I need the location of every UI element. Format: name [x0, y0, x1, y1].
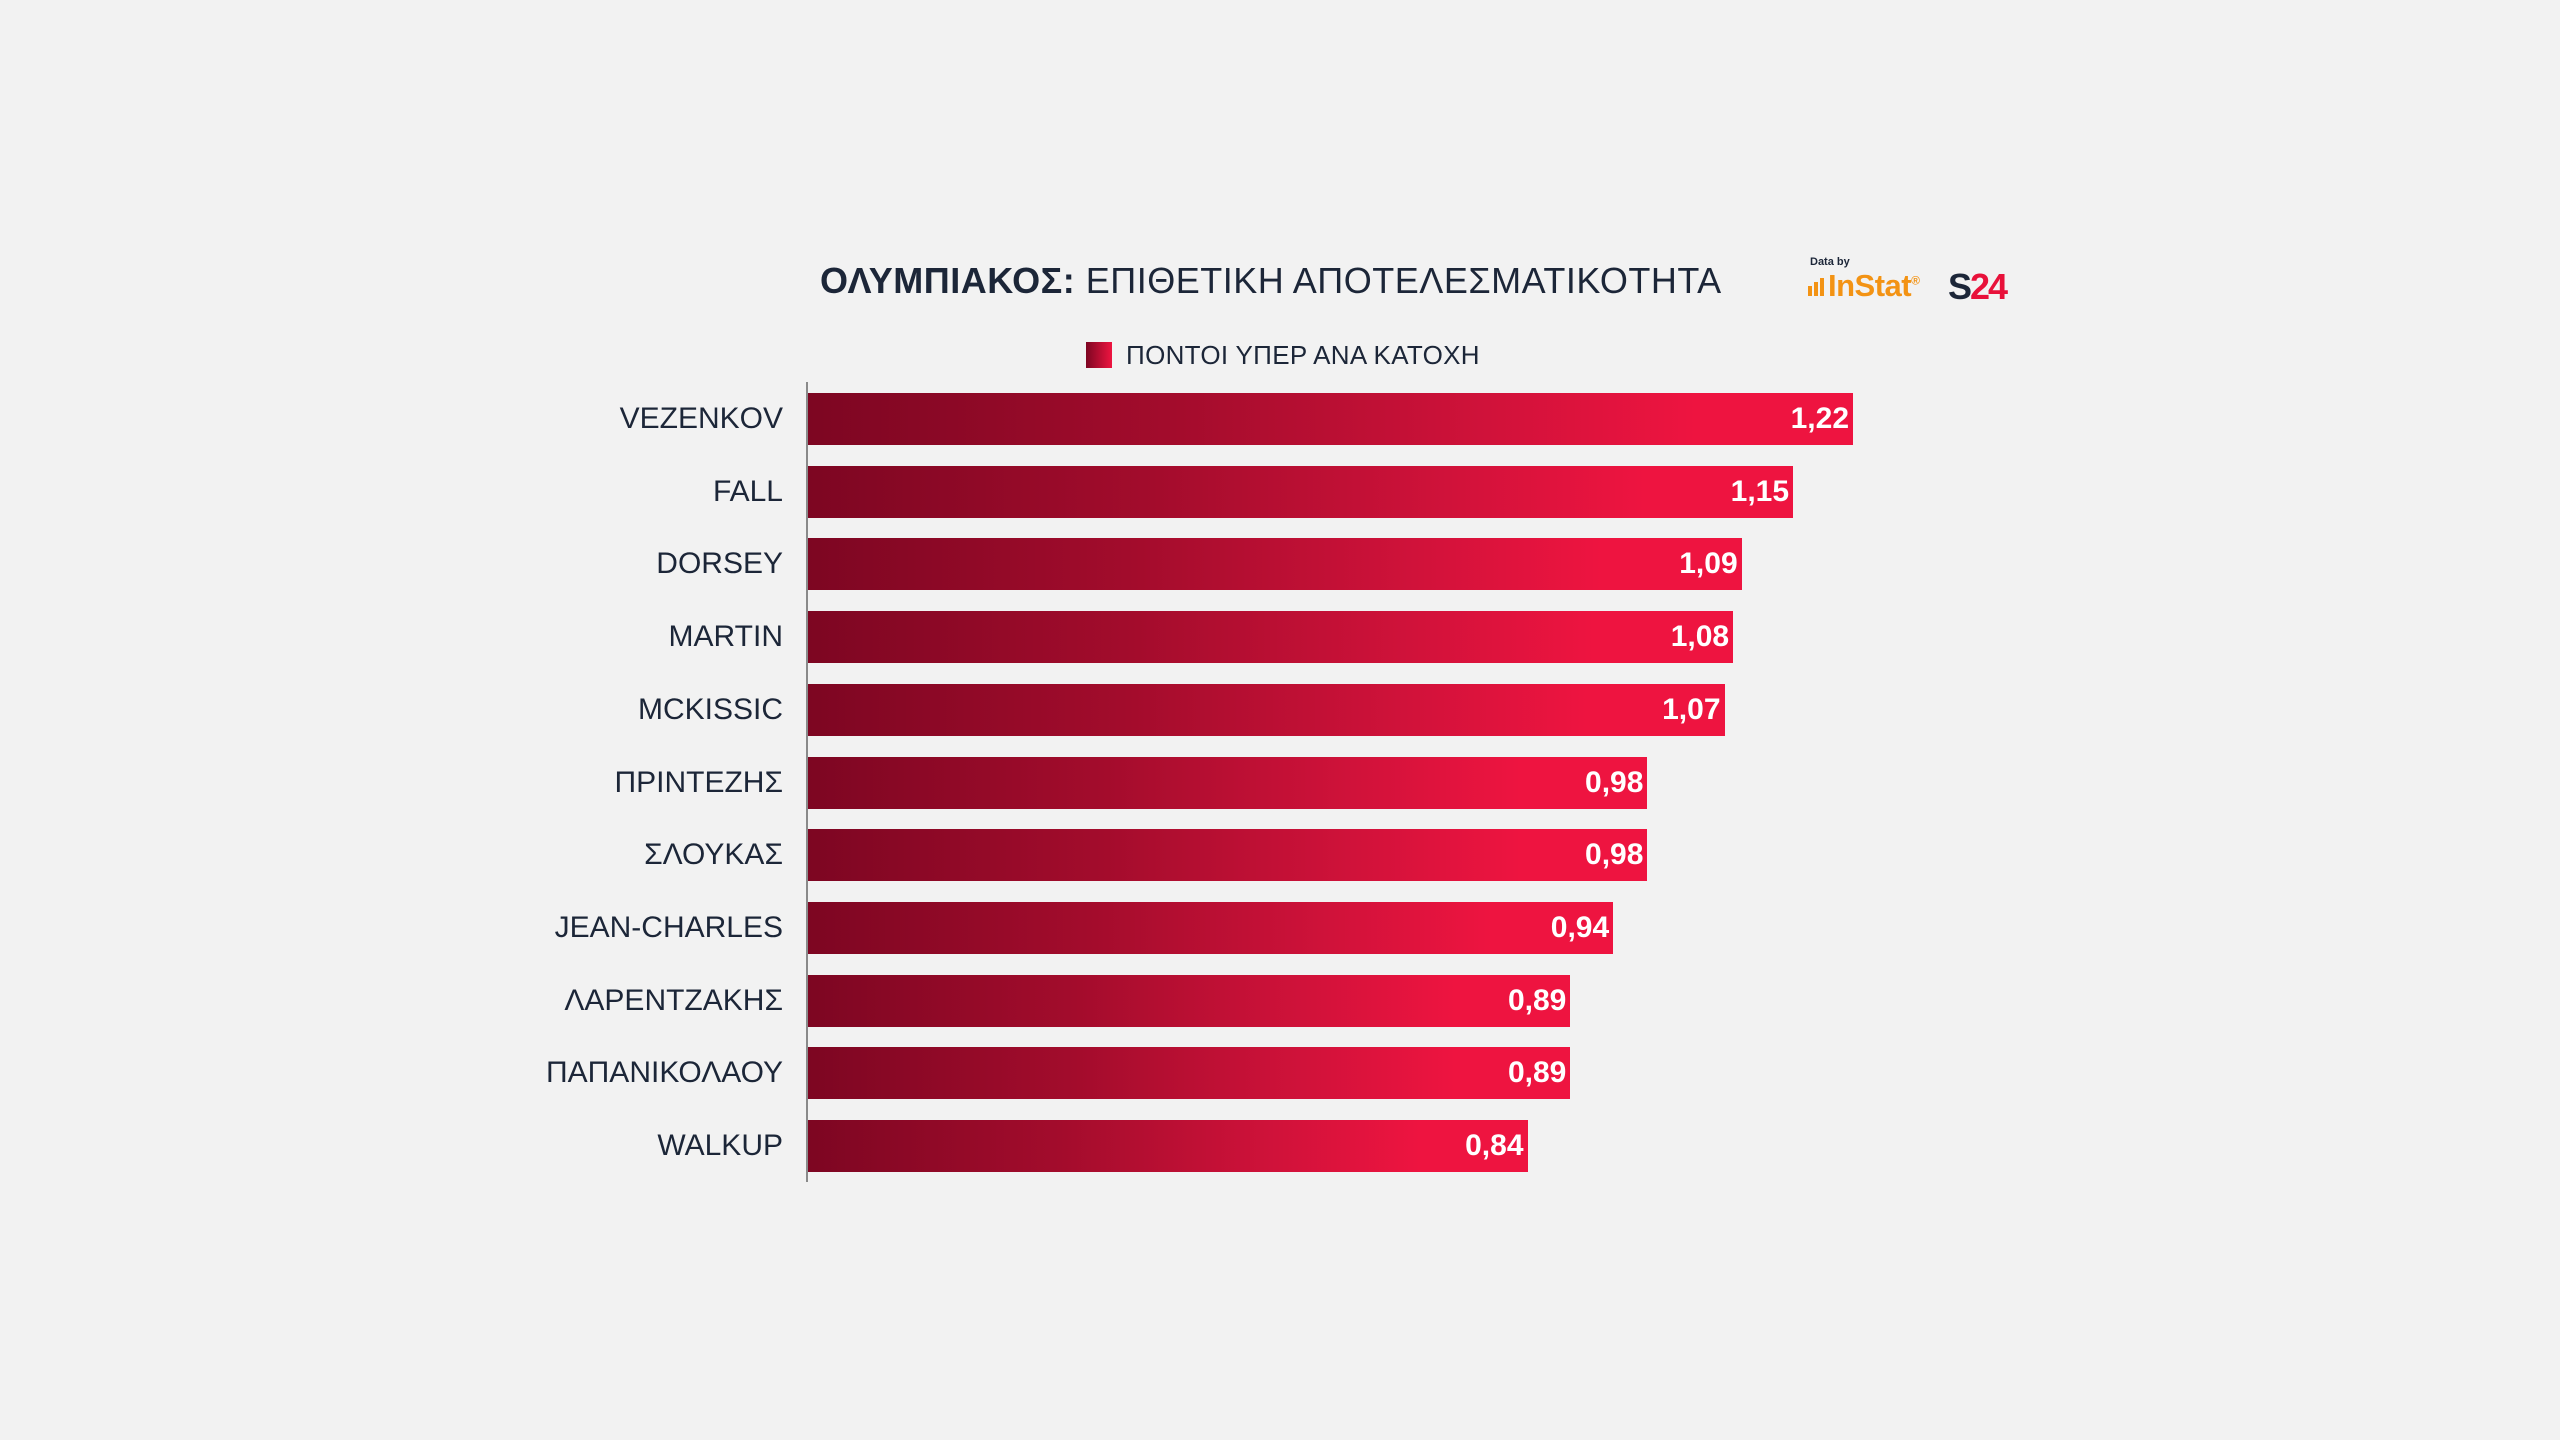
instat-logo-text: InStat	[1828, 268, 1912, 303]
data-by-label: Data by	[1810, 256, 1850, 268]
chart-title: ΟΛΥΜΠΙΑΚΟΣ: ΕΠΙΘΕΤΙΚΗ ΑΠΟΤΕΛΕΣΜΑΤΙΚΟΤΗΤΑ	[820, 260, 1722, 302]
legend-swatch	[1086, 342, 1112, 368]
value-label: 0,94	[1550, 910, 1610, 944]
category-label: JEAN-CHARLES	[554, 910, 783, 944]
value-label: 0,89	[1507, 983, 1567, 1017]
legend-label: ΠΟΝΤΟΙ ΥΠΕΡ ΑΝΑ ΚΑΤΟΧΗ	[1126, 339, 1480, 370]
bar-row: JEAN-CHARLES 0,94	[0, 901, 2560, 954]
bar: 0,84	[808, 1120, 1528, 1172]
bar: 0,98	[808, 756, 1648, 809]
value-label: 1,15	[1730, 474, 1790, 508]
category-label: DORSEY	[656, 547, 783, 581]
category-label: ΠΑΠΑΝΙΚΟΛΑΟΥ	[545, 1056, 783, 1090]
chart-title-subject: ΕΠΙΘΕΤΙΚΗ ΑΠΟΤΕΛΕΣΜΑΤΙΚΟΤΗΤΑ	[1085, 260, 1722, 301]
category-label: FALL	[712, 474, 783, 508]
bar: 1,15	[808, 465, 1794, 518]
s24-logo: S24	[1948, 266, 2008, 308]
s24-logo-s: S	[1948, 266, 1972, 307]
value-label: 1,22	[1790, 402, 1849, 435]
value-label: 1,09	[1679, 547, 1738, 581]
bar-row: MCKISSIC 1,07	[0, 683, 2560, 736]
instat-bars-icon	[1808, 268, 1826, 304]
value-label: 1,08	[1670, 620, 1730, 654]
value-label: 0,84	[1465, 1129, 1524, 1162]
bar-row: MARTIN 1,08	[0, 611, 2560, 664]
bar-row: ΠΑΠΑΝΙΚΟΛΑΟΥ 0,89	[0, 1047, 2560, 1100]
brand-logos: Data by InStat® S24	[1808, 256, 2028, 307]
bar-row: ΠΡΙΝΤΕΖΗΣ 0,98	[0, 756, 2560, 809]
category-label: VEZENKOV	[619, 402, 783, 435]
value-label: 0,98	[1585, 765, 1644, 799]
bar-row: ΣΛΟΥΚΑΣ 0,98	[0, 829, 2560, 882]
bar: 1,09	[808, 538, 1742, 591]
category-label: WALKUP	[657, 1129, 783, 1162]
s24-logo-number: 24	[1970, 266, 2008, 307]
value-label: 0,98	[1585, 838, 1644, 872]
bar: 0,89	[808, 974, 1571, 1027]
category-label: MCKISSIC	[637, 692, 783, 726]
bar-row: ΛΑΡΕΝΤΖΑΚΗΣ 0,89	[0, 974, 2560, 1027]
bar: 0,89	[808, 1047, 1571, 1100]
bar-row: FALL 1,15	[0, 465, 2560, 518]
bar: 1,08	[808, 611, 1734, 664]
category-label: ΣΛΟΥΚΑΣ	[644, 838, 783, 872]
chart-legend: ΠΟΝΤΟΙ ΥΠΕΡ ΑΝΑ ΚΑΤΟΧΗ	[1086, 340, 1480, 370]
bar: 0,98	[808, 829, 1648, 882]
category-label: MARTIN	[668, 620, 783, 654]
value-label: 0,89	[1507, 1056, 1567, 1090]
bar: 1,22	[808, 393, 1853, 445]
category-label: ΠΡΙΝΤΕΖΗΣ	[614, 765, 783, 799]
y-axis-line	[806, 382, 808, 1182]
category-label: ΛΑΡΕΝΤΖΑΚΗΣ	[564, 983, 783, 1017]
chart-title-team: ΟΛΥΜΠΙΑΚΟΣ:	[820, 260, 1076, 301]
bar-row: DORSEY 1,09	[0, 538, 2560, 591]
instat-registered-mark: ®	[1911, 273, 1920, 288]
bar: 1,07	[808, 683, 1725, 736]
value-label: 1,07	[1662, 692, 1721, 726]
bar-row: VEZENKOV 1,22	[0, 393, 2560, 445]
bar: 0,94	[808, 901, 1614, 954]
instat-logo: InStat®	[1808, 268, 1920, 304]
bar-row: WALKUP 0,84	[0, 1120, 2560, 1172]
